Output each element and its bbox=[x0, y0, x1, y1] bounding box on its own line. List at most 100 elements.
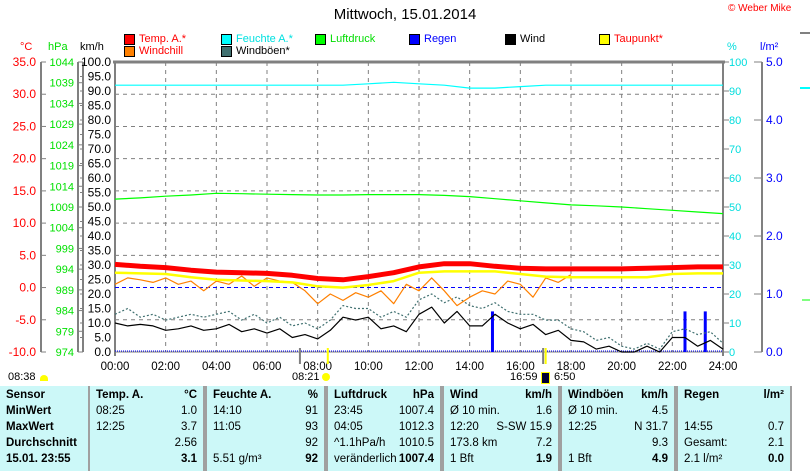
cell-time: Ø 10 min. bbox=[450, 405, 500, 417]
cell-time: 11:05 bbox=[213, 421, 241, 433]
axis-tick-label-humidity: 10 bbox=[729, 318, 741, 330]
axis-tick-label-temp: 10.0 bbox=[13, 216, 37, 230]
table-cell-row: 2.56 bbox=[96, 436, 197, 451]
axis-tick-label-speed: 20.0 bbox=[88, 287, 112, 301]
legend-item: Luftdruck bbox=[315, 33, 375, 45]
table-cell-row: 14:10 91 bbox=[213, 404, 318, 419]
table-cell-row: Gesamt: 2.1 bbox=[684, 436, 784, 451]
x-tick-label: 00:00 bbox=[101, 361, 130, 373]
axis-tick-label-rain: 5.0 bbox=[766, 55, 783, 69]
axis-tick-label-pressure: 1029 bbox=[50, 119, 74, 131]
axis-tick-label-pressure: 1034 bbox=[50, 98, 74, 110]
table-cell-row: 1 Bft 1.9 bbox=[450, 452, 552, 467]
sunset-time: 16:59 bbox=[510, 371, 538, 383]
chart-title: Mittwoch, 15.01.2014 bbox=[333, 6, 477, 23]
axis-tick-label-speed: 15.0 bbox=[88, 302, 112, 316]
x-tick-label: 22:00 bbox=[658, 361, 687, 373]
cell-value: 1007.4 bbox=[398, 405, 434, 417]
series-line-taupunkt bbox=[114, 270, 723, 289]
table-header: Sensor bbox=[6, 388, 82, 403]
table-cell-row: 173.8 km 7.2 bbox=[450, 436, 552, 451]
table-cell-row: 11:05 93 bbox=[213, 420, 318, 435]
row-label-text: 15.01. 23:55 bbox=[6, 453, 71, 465]
table-column-sensor: Sensor MinWert MaxWert Durchschnitt 15.01. 2… bbox=[0, 386, 88, 471]
axis-tick-label-speed: 35.0 bbox=[88, 244, 112, 258]
cell-time: 08:25 bbox=[96, 405, 125, 417]
cell-value: 3.7 bbox=[181, 421, 197, 433]
legend-label: Taupunkt* bbox=[614, 33, 663, 45]
axis-tick-label-humidity: 0 bbox=[729, 347, 735, 359]
legend-label: Luftdruck bbox=[330, 33, 376, 45]
cell-value: 93 bbox=[305, 421, 318, 433]
row-label-text: MinWert bbox=[6, 405, 52, 417]
axis-tick-label-pressure: 989 bbox=[56, 285, 74, 297]
axis-tick-label-pressure: 1004 bbox=[50, 223, 74, 235]
axis-tick-label-pressure: 1009 bbox=[50, 202, 74, 214]
header-label: Sensor bbox=[6, 389, 45, 401]
column-unit: km/h bbox=[641, 389, 668, 401]
axis-tick-label-pressure: 1019 bbox=[50, 161, 74, 173]
moon-time: 6:50 bbox=[554, 371, 576, 383]
axis-tick-label-humidity: 80 bbox=[729, 115, 741, 127]
axis-tick-label-temp: 35.0 bbox=[13, 55, 37, 69]
table-cell-row: veränderlich 1007.4 bbox=[334, 452, 434, 467]
axis-tick-label-pressure: 1044 bbox=[50, 57, 74, 69]
cell-value: N 31.7 bbox=[634, 421, 668, 433]
column-header: Luftdruck hPa bbox=[334, 388, 434, 403]
column-title: Feuchte A. bbox=[213, 389, 272, 401]
legend-label: Windchill bbox=[139, 45, 184, 57]
weather-chart: 35.030.025.020.015.010.05.00.0-5.0-10.01… bbox=[9, 32, 810, 373]
row-label-text: Durchschnitt bbox=[6, 437, 77, 449]
axis-tick-label-pressure: 994 bbox=[56, 264, 74, 276]
legend-label: Regen bbox=[424, 33, 457, 45]
cell-value: 1.6 bbox=[536, 405, 552, 417]
table-cell-row bbox=[684, 404, 784, 419]
legend-item: Windchill bbox=[124, 45, 183, 57]
cell-time: Ø 10 min. bbox=[568, 405, 618, 417]
table-cell-row: 5.51 g/m³ 92 bbox=[213, 452, 318, 467]
table-cell-row: 12:25 3.7 bbox=[96, 420, 197, 435]
x-tick-label: 24:00 bbox=[709, 361, 738, 373]
cell-value: 0.0 bbox=[768, 453, 784, 465]
sunrise-time: 08:21 bbox=[292, 371, 320, 383]
row-label-text: MaxWert bbox=[6, 421, 54, 433]
legend-swatch bbox=[221, 45, 232, 57]
table-cell-row: 04:05 1012.3 bbox=[334, 420, 434, 435]
unit-pressure: hPa bbox=[48, 41, 68, 53]
table-column: Temp. A. °C 08:25 1.0 12:25 3.7 2.56 3.1 bbox=[88, 386, 205, 471]
x-tick-label: 16:00 bbox=[506, 361, 535, 373]
cell-time: 23:45 bbox=[334, 405, 363, 417]
table-cell-row: 12:20 S-SW 15.9 bbox=[450, 420, 552, 435]
table-cell-row: Ø 10 min. 4.5 bbox=[568, 404, 668, 419]
axis-tick-label-humidity: 70 bbox=[729, 144, 741, 156]
axis-tick-label-pressure: 999 bbox=[56, 243, 74, 255]
axis-tick-label-temp: 0.0 bbox=[19, 281, 36, 295]
axis-tick-label-speed: 95.0 bbox=[88, 70, 112, 84]
rain-bar bbox=[703, 311, 707, 352]
cell-value: 92 bbox=[305, 453, 318, 465]
axis-tick-label-speed: 70.0 bbox=[88, 142, 112, 156]
axis-tick-label-humidity: 100 bbox=[729, 57, 747, 69]
x-tick-label: 02:00 bbox=[151, 361, 180, 373]
cell-value: S-SW 15.9 bbox=[496, 421, 552, 433]
cell-time: veränderlich bbox=[334, 453, 397, 465]
x-tick-label: 20:00 bbox=[607, 361, 636, 373]
cell-time: 173.8 km bbox=[450, 437, 498, 449]
column-title: Luftdruck bbox=[334, 389, 388, 401]
axis-tick-label-speed: 90.0 bbox=[88, 84, 112, 98]
unit-temp: °C bbox=[20, 41, 33, 53]
legend-item: Taupunkt* bbox=[599, 33, 663, 45]
legend-label: Wind bbox=[520, 33, 546, 45]
legend-item: Wind bbox=[505, 33, 545, 45]
cell-time: Gesamt: bbox=[684, 437, 728, 449]
axis-tick-label-speed: 85.0 bbox=[88, 99, 112, 113]
axis-tick-label-speed: 45.0 bbox=[88, 215, 112, 229]
cell-value: 1010.5 bbox=[398, 437, 434, 449]
column-unit: °C bbox=[184, 389, 197, 401]
column-unit: hPa bbox=[412, 389, 434, 401]
column-title: Wind bbox=[450, 389, 478, 401]
table-cell-row: 1 Bft 4.9 bbox=[568, 452, 668, 467]
axis-tick-label-temp: 15.0 bbox=[13, 184, 37, 198]
cell-time: 2.1 l/m² bbox=[684, 453, 723, 465]
table-cell-row: Ø 10 min. 1.6 bbox=[450, 404, 552, 419]
